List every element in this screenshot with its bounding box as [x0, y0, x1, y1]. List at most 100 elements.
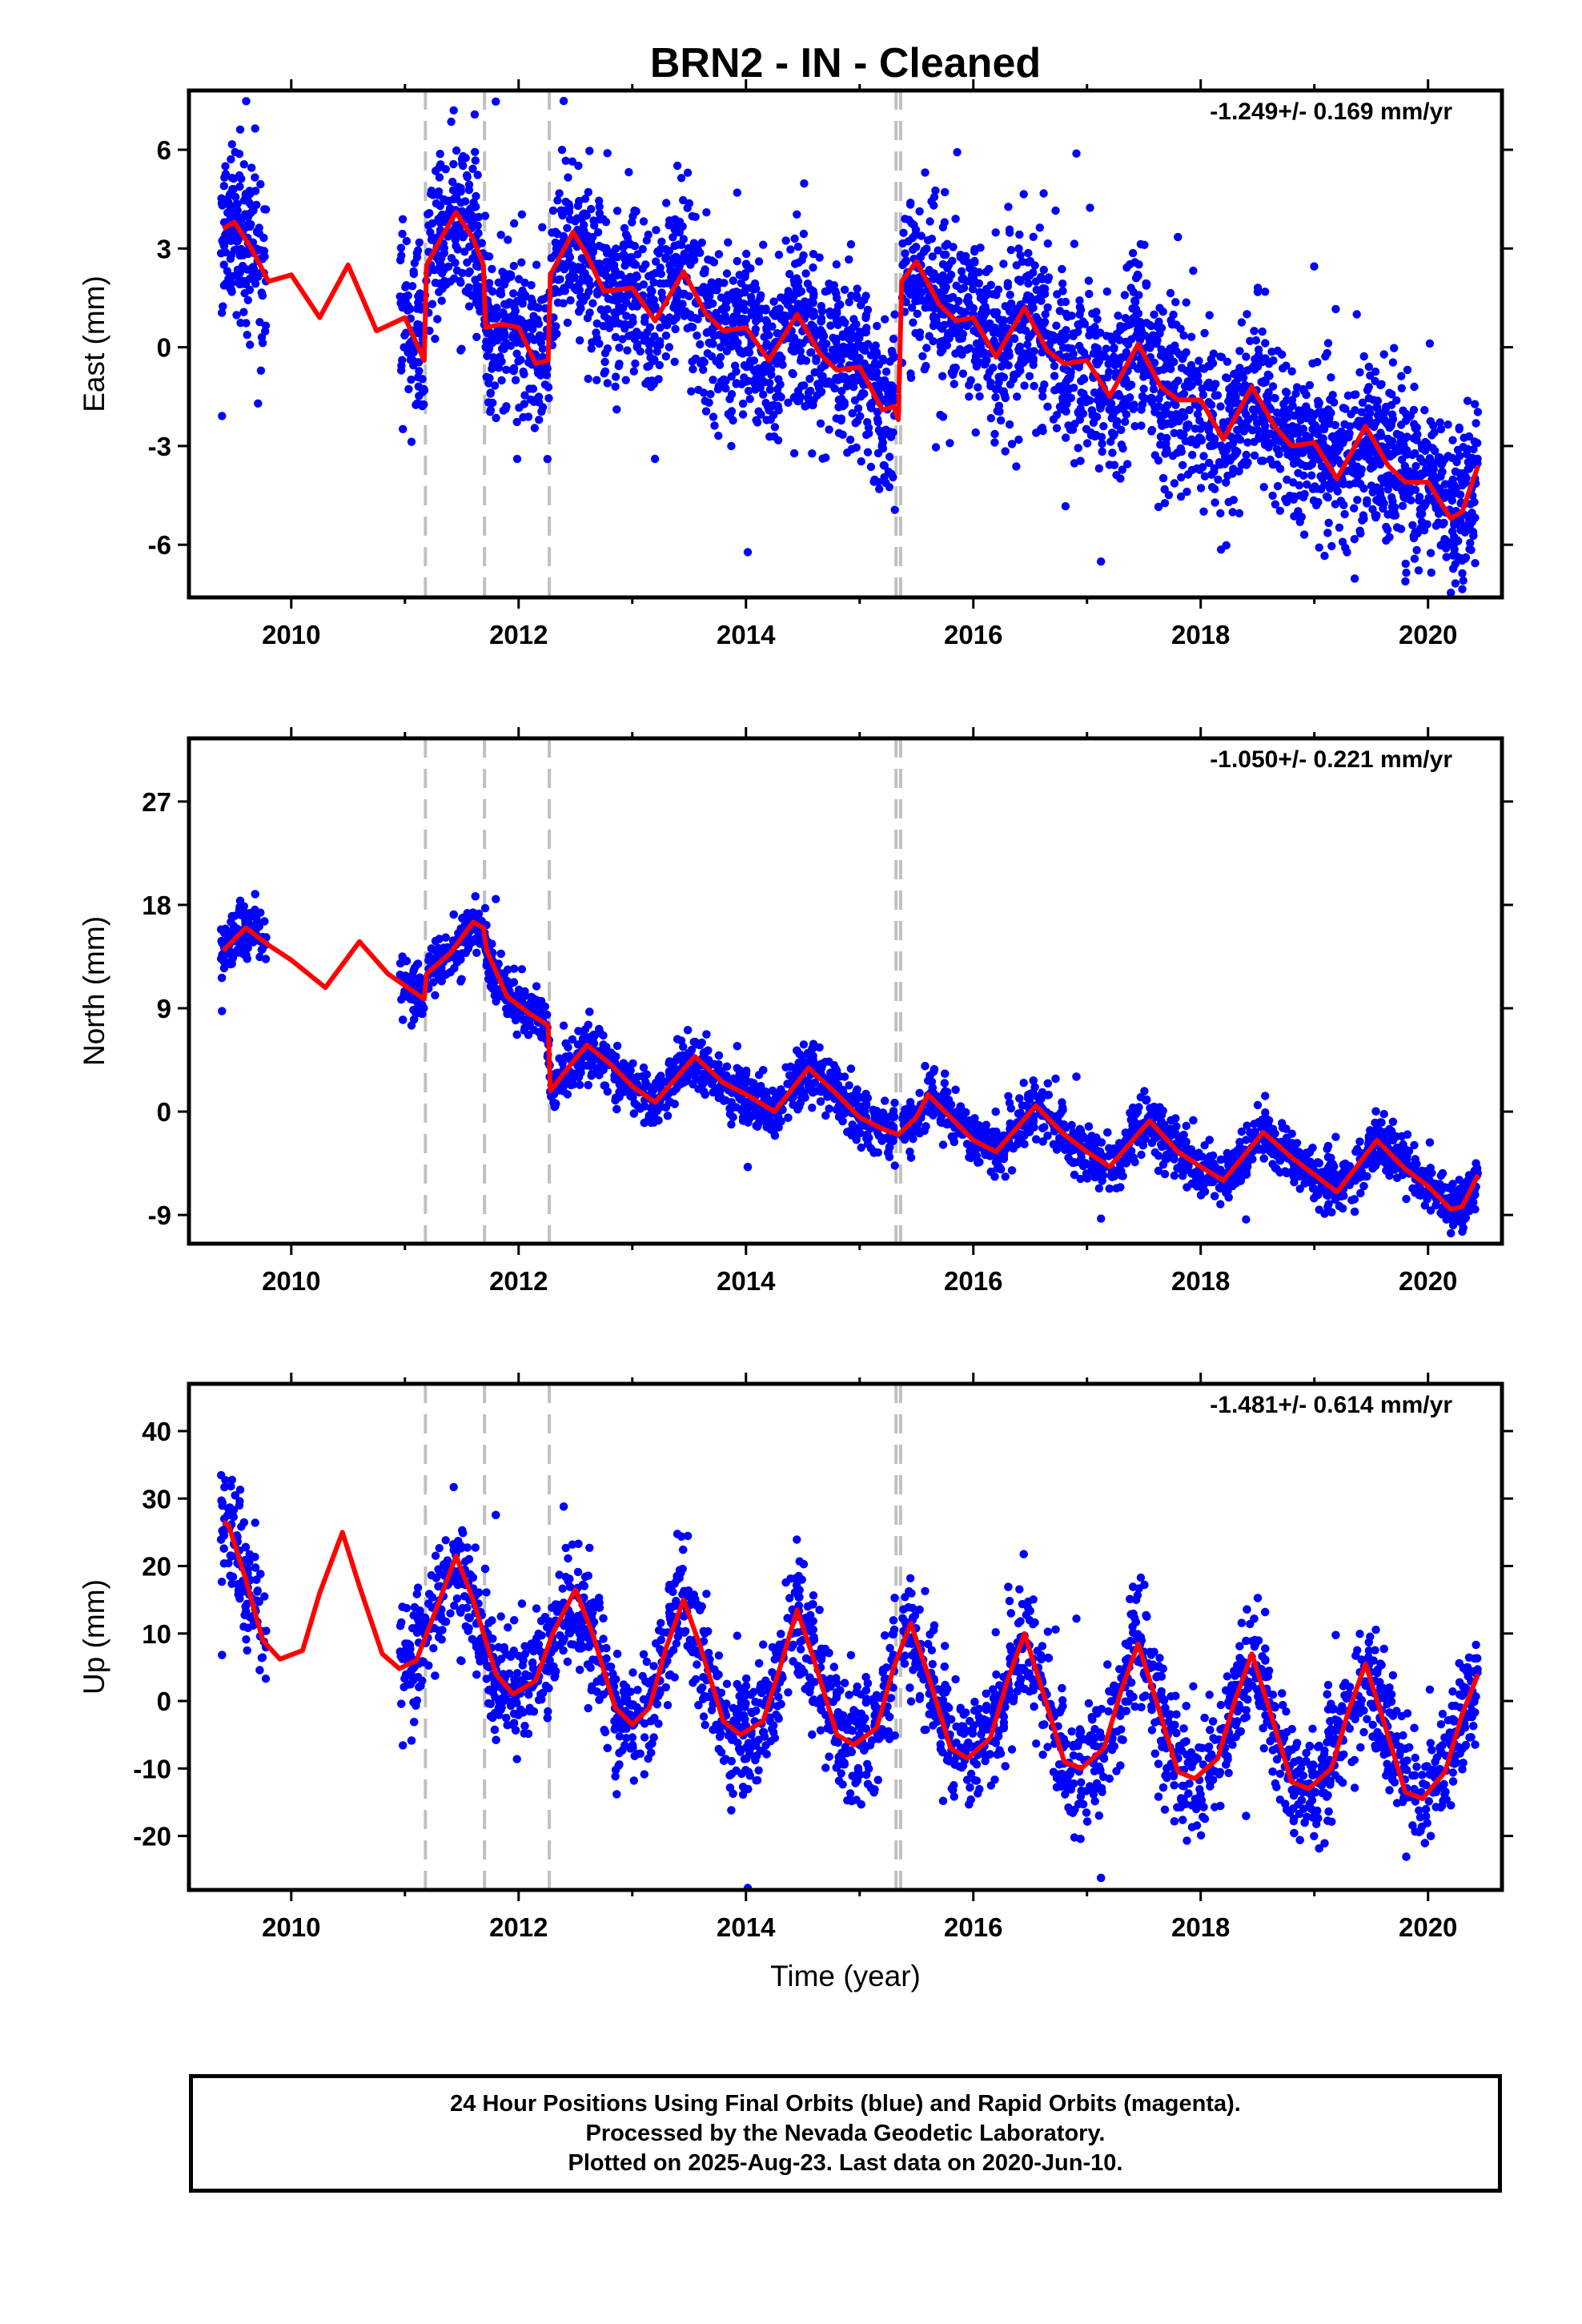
- data-point: [777, 392, 785, 402]
- data-point: [1137, 421, 1146, 430]
- data-point: [754, 407, 763, 416]
- data-point: [729, 320, 737, 328]
- data-point: [1157, 345, 1166, 354]
- data-point: [697, 238, 706, 247]
- data-point: [665, 343, 674, 352]
- data-point: [544, 383, 553, 392]
- data-point: [673, 307, 682, 316]
- data-point: [1305, 432, 1314, 441]
- data-point: [575, 265, 584, 274]
- data-point: [1471, 400, 1480, 408]
- data-point: [869, 351, 878, 360]
- data-point: [499, 308, 508, 317]
- data-point: [699, 365, 708, 374]
- data-point: [818, 338, 827, 348]
- data-point: [1373, 403, 1382, 412]
- data-point: [1268, 491, 1277, 501]
- data-point: [233, 199, 242, 208]
- data-point: [796, 347, 805, 356]
- data-point: [512, 417, 521, 427]
- data-point: [1015, 230, 1024, 239]
- data-point: [817, 372, 825, 380]
- data-point: [1126, 283, 1135, 292]
- data-point: [1447, 453, 1456, 462]
- data-point: [931, 186, 940, 195]
- data-point: [620, 261, 629, 270]
- data-point: [936, 348, 946, 357]
- data-point: [1123, 320, 1133, 330]
- data-point: [759, 240, 768, 249]
- data-point: [533, 316, 542, 324]
- data-point: [1403, 432, 1411, 441]
- data-point: [1195, 356, 1203, 365]
- data-point: [603, 149, 612, 158]
- data-point: [224, 198, 233, 207]
- data-point: [1250, 451, 1259, 460]
- data-point: [739, 300, 749, 308]
- data-point: [415, 238, 424, 247]
- data-point: [402, 236, 412, 246]
- data-point: [816, 419, 825, 428]
- data-point: [904, 237, 913, 246]
- data-point: [254, 399, 263, 408]
- data-point: [1385, 533, 1394, 541]
- data-point: [712, 357, 721, 366]
- data-point: [1072, 149, 1081, 158]
- data-point: [1264, 360, 1274, 368]
- data-point: [1287, 367, 1296, 376]
- data-point: [673, 294, 681, 303]
- data-point: [504, 235, 512, 244]
- data-point: [751, 365, 761, 375]
- data-point: [1283, 388, 1291, 397]
- data-point: [1206, 362, 1215, 371]
- plot-area: [216, 738, 1482, 1244]
- data-point: [836, 300, 845, 309]
- data-point: [527, 280, 536, 290]
- data-point: [926, 268, 936, 277]
- data-point: [1343, 391, 1353, 400]
- data-point: [906, 373, 916, 382]
- data-point: [1459, 576, 1468, 585]
- data-point: [920, 365, 930, 374]
- data-point: [790, 234, 799, 243]
- data-point: [543, 455, 552, 464]
- data-point: [1473, 408, 1483, 416]
- data-point: [1016, 251, 1025, 259]
- data-point: [1224, 497, 1233, 507]
- data-point: [652, 226, 661, 235]
- data-point: [246, 189, 255, 199]
- data-point: [464, 268, 473, 278]
- data-point: [1368, 505, 1377, 514]
- data-point: [852, 292, 861, 300]
- data-point: [629, 367, 638, 376]
- data-point: [1090, 388, 1099, 397]
- data-point: [1297, 460, 1307, 469]
- data-point: [738, 410, 748, 419]
- data-point: [587, 344, 596, 353]
- data-point: [612, 405, 621, 414]
- data-point: [435, 173, 444, 182]
- data-point: [1084, 276, 1094, 285]
- data-point: [569, 274, 578, 283]
- data-point: [603, 344, 612, 353]
- data-point: [957, 267, 966, 275]
- data-point: [441, 165, 450, 174]
- data-point: [1463, 396, 1472, 405]
- data-point: [810, 368, 819, 377]
- data-point: [1314, 497, 1323, 507]
- data-point: [588, 299, 597, 308]
- data-point: [529, 397, 539, 406]
- data-point: [1291, 389, 1300, 398]
- data-point: [722, 298, 731, 307]
- data-point: [1187, 465, 1197, 475]
- data-point: [709, 376, 717, 384]
- data-point: [1343, 548, 1351, 557]
- data-point: [573, 201, 583, 211]
- data-point: [762, 416, 771, 424]
- y-tick-label: -6: [148, 530, 171, 560]
- data-point: [415, 392, 424, 400]
- data-point: [1150, 408, 1159, 416]
- data-point: [1208, 441, 1218, 450]
- data-point: [885, 483, 894, 492]
- data-point: [1307, 471, 1316, 480]
